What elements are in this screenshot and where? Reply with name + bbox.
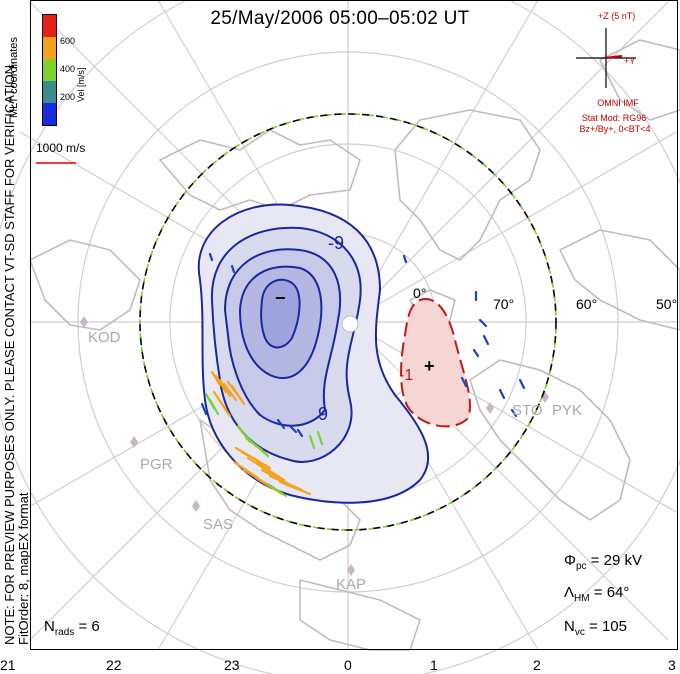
- colorbar-label: Vel [m/s]: [76, 67, 86, 102]
- pole-marker: [341, 315, 359, 333]
- hm-boundary-green: [139, 113, 557, 531]
- positive-potential-cell: [400, 298, 472, 428]
- station-pyk: PYK: [552, 402, 583, 419]
- reference-vector-label: 1000 m/s: [36, 141, 86, 155]
- station-sto: STO: [512, 402, 543, 419]
- imf-y-label: +Y: [624, 56, 636, 66]
- lambda-hm-value: = 64°: [593, 584, 630, 601]
- station-star-pgr: [130, 436, 138, 448]
- velocity-vectors: [200, 252, 526, 498]
- lambda-hm-symbol: ΛHM: [564, 584, 590, 604]
- n-vc-value: = 105: [589, 618, 627, 635]
- colorbar-band-500: [43, 37, 56, 59]
- mlt-label-21: 21: [0, 657, 16, 673]
- colorbar-tick-600: 600: [60, 36, 76, 46]
- station-star-kap: [347, 564, 355, 576]
- station-pgr: PGR: [140, 456, 173, 473]
- coastline-europe: [469, 359, 631, 521]
- mlt-label-23: 23: [224, 657, 240, 673]
- imf-stat-mod: Stat Mod: RG96: [581, 113, 647, 123]
- n-rads-stat: Nrads = 6: [44, 618, 100, 638]
- preview-note-line1: NOTE: FOR PREVIEW PURPOSES ONLY. PLEASE …: [2, 61, 17, 645]
- potential-min-marker: −: [275, 288, 286, 308]
- coastline-labrador: [299, 579, 421, 651]
- lat-label-80: 0°: [413, 285, 427, 301]
- positive-cell-outer: [400, 298, 472, 428]
- mlt-label-2: 2: [533, 657, 541, 673]
- station-star-sto: [486, 402, 494, 414]
- coastline-asia-north: [559, 229, 680, 331]
- negative-potential-cell: [197, 203, 430, 504]
- coordinate-system-label: MLT coordinates: [8, 37, 20, 118]
- coastline-alaska: [29, 239, 141, 331]
- n-rads-value: = 6: [78, 618, 100, 635]
- lat-label-50: 50°: [656, 296, 678, 312]
- colorbar-band-600: [43, 15, 56, 37]
- contour-label-minus9: -9: [328, 233, 345, 253]
- preview-note: NOTE: FOR PREVIEW PURPOSES ONLY. PLEASE …: [2, 61, 31, 645]
- lat-label-60: 60°: [576, 296, 598, 312]
- coastlines: [29, 39, 680, 651]
- imf-z-label: +Z (5 nT): [598, 11, 636, 21]
- station-star-kod: [78, 316, 90, 328]
- imf-model-title: OMNI IMF: [597, 98, 639, 108]
- heppner-maynard-boundary: [139, 113, 557, 531]
- colorbar-tick-200: 200: [60, 92, 76, 102]
- coastline-greenland: [394, 109, 541, 261]
- colorbar-band-200: [43, 103, 56, 125]
- station-star-sas: [192, 500, 200, 512]
- station-kap: KAP: [336, 576, 367, 593]
- station-sas: SAS: [203, 516, 234, 533]
- mlt-label-0: 0: [344, 657, 352, 673]
- imf-vector: [605, 54, 623, 60]
- mlt-label-1: 1: [430, 657, 438, 673]
- lambda-hm-stat: ΛHM = 64°: [564, 584, 629, 604]
- map-title: 25/May/2006 05:00–05:02 UT: [210, 8, 470, 29]
- coastline-russia: [599, 39, 680, 121]
- phi-pc-symbol: Φpc: [564, 552, 587, 572]
- imf-condition: Bz+/By+, 0<BT<4: [579, 124, 651, 134]
- vectors-blue-cluster: [200, 252, 526, 438]
- station-kod: KOD: [88, 329, 121, 346]
- imf-clock: [576, 28, 636, 88]
- preview-note-line2: FitOrder: 8, mapEX format: [16, 492, 31, 645]
- negative-cell-inner2: [260, 278, 301, 349]
- vectors-orange-cluster: [210, 370, 312, 496]
- contour-label-9: 9: [318, 404, 329, 424]
- colorbar-band-400: [43, 59, 56, 81]
- n-rads-symbol: Nrads: [44, 618, 75, 638]
- colorbar-tick-400: 400: [60, 64, 76, 74]
- potential-max-marker: +: [424, 356, 435, 376]
- phi-pc-value: = 29 kV: [590, 552, 642, 569]
- colorbar-band-300: [43, 81, 56, 103]
- hm-boundary-black: [139, 113, 557, 531]
- mlt-label-3: 3: [668, 657, 676, 673]
- contour-label-minus1: -1: [399, 367, 414, 384]
- n-vc-stat: Nvc = 105: [564, 618, 627, 638]
- mlt-label-22: 22: [106, 657, 122, 673]
- velocity-colorbar: [42, 14, 57, 126]
- phi-pc-stat: Φpc = 29 kV: [564, 552, 642, 572]
- lat-label-70: 70°: [493, 296, 515, 312]
- coastline-canada-north: [159, 129, 361, 211]
- n-vc-symbol: Nvc: [564, 618, 585, 638]
- vectors-green-cluster: [204, 392, 324, 498]
